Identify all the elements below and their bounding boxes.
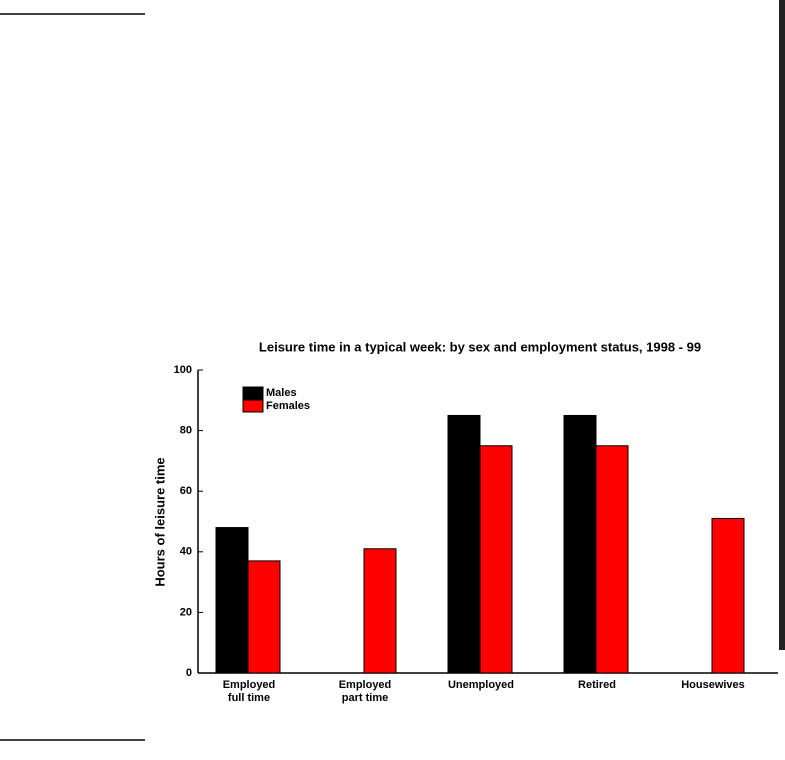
y-tick-label: 60 — [180, 485, 192, 497]
bar — [247, 560, 281, 674]
bar — [215, 527, 249, 674]
legend-swatch — [242, 399, 264, 413]
bar — [447, 414, 481, 674]
legend-swatch — [242, 386, 264, 400]
bar — [595, 445, 629, 674]
x-tick-label: Employed part time — [338, 679, 392, 704]
y-tick-label: 20 — [180, 606, 192, 618]
legend-label: Females — [266, 400, 310, 412]
y-tick-label: 100 — [174, 364, 192, 376]
x-tick-label: Unemployed — [447, 679, 514, 691]
x-tick-label: Housewives — [681, 679, 745, 691]
bar — [363, 548, 397, 674]
y-tick-label: 40 — [180, 546, 192, 558]
x-tick-label: Retired — [578, 679, 616, 691]
y-axis-label: Hours of leisure time — [152, 457, 167, 586]
edge-bar — [779, 0, 785, 650]
bar — [711, 517, 745, 674]
x-tick-label: Employed full time — [222, 679, 276, 704]
chart-title: Leisure time in a typical week: by sex a… — [259, 339, 701, 354]
bar — [479, 445, 513, 674]
y-tick-label: 80 — [180, 425, 192, 437]
bar — [563, 414, 597, 674]
legend-label: Males — [266, 387, 297, 399]
y-tick-label: 0 — [186, 667, 192, 679]
